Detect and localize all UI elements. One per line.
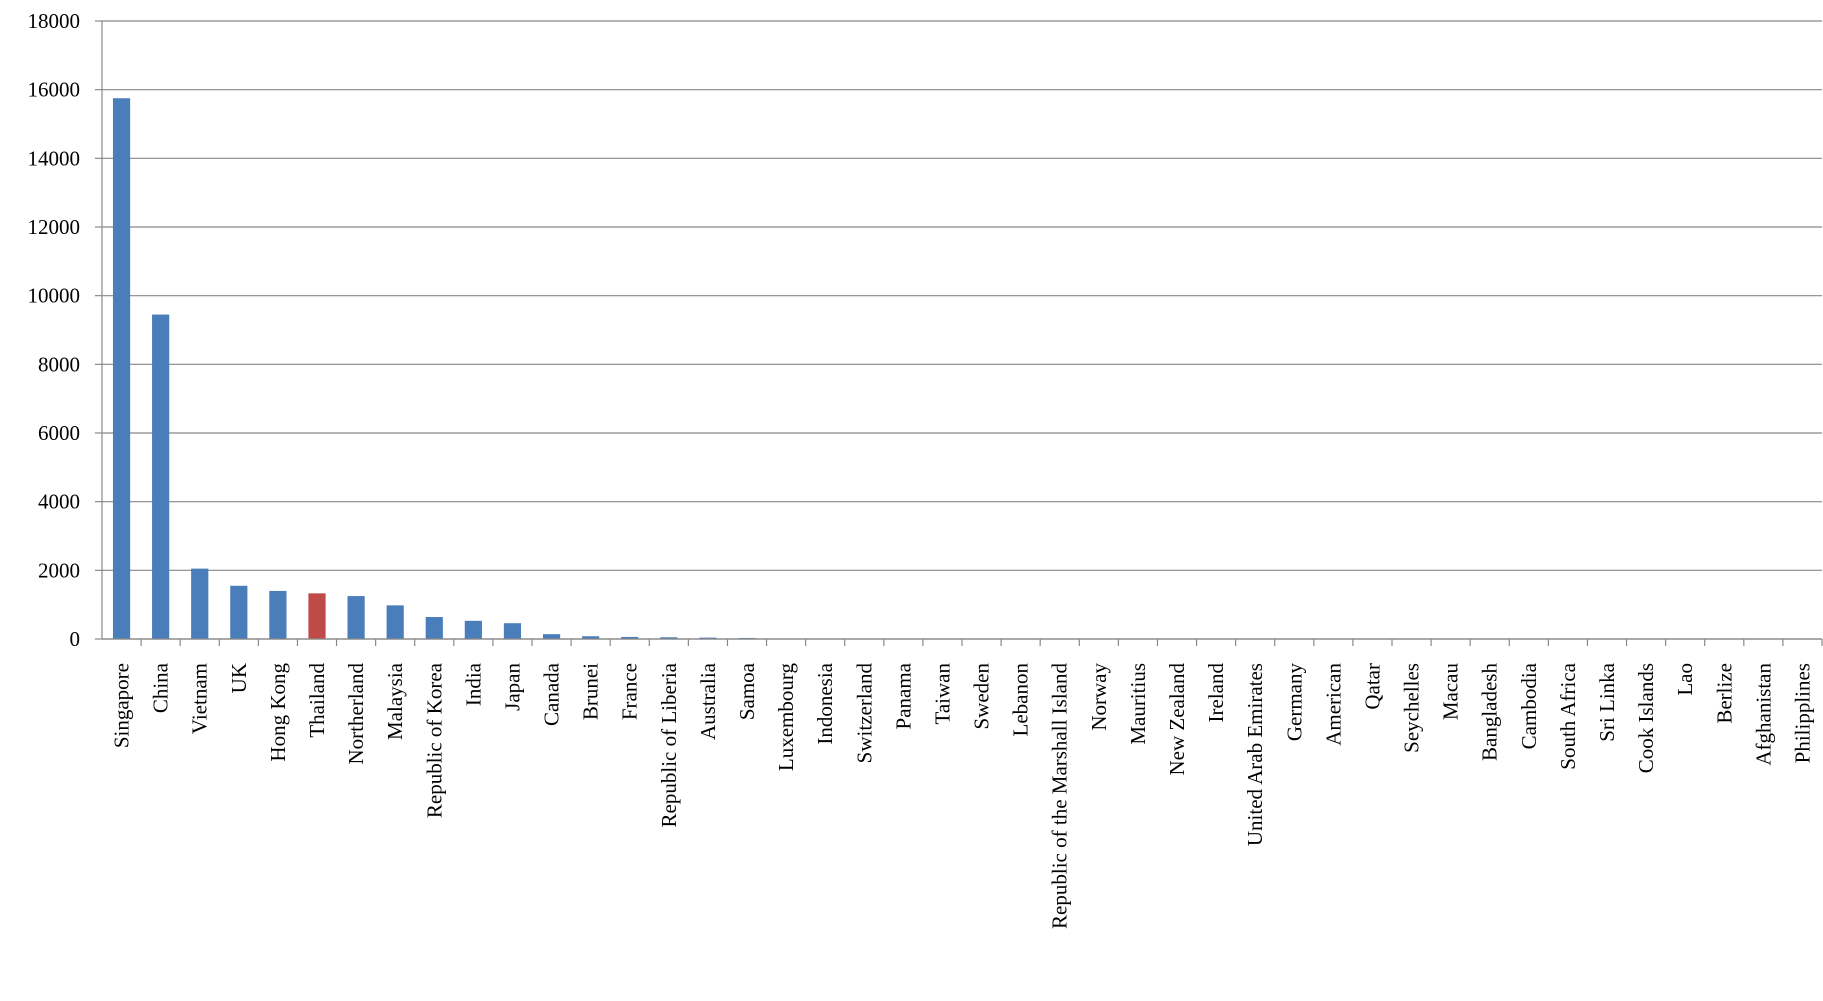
x-tick-label: Norway	[1087, 663, 1111, 731]
bar	[112, 98, 131, 639]
x-tick-label: Sweden	[970, 663, 994, 730]
x-tick-label: United Arab Emirates	[1243, 663, 1267, 846]
bar	[582, 636, 600, 639]
x-tick-label: Thailand	[305, 663, 329, 738]
x-tick-label: Malaysia	[383, 662, 407, 740]
bar	[152, 314, 170, 639]
y-tick-label: 0	[70, 627, 81, 651]
x-tick-label: Switzerland	[852, 663, 876, 764]
x-tick-label: Afghanistan	[1751, 663, 1775, 766]
bar	[269, 590, 287, 639]
x-tick-label: American	[1321, 663, 1345, 746]
x-tick-label: Cambodia	[1517, 662, 1541, 749]
x-tick-label: Samoa	[735, 662, 759, 720]
x-tick-label: Berlize	[1712, 663, 1736, 724]
x-tick-label: Panama	[891, 662, 915, 729]
bar	[542, 634, 561, 639]
x-tick-label: Republic of the Marshall Island	[1048, 663, 1072, 929]
bar	[503, 623, 522, 639]
x-tick-label: Brunei	[579, 663, 603, 720]
y-tick-label: 2000	[38, 558, 80, 582]
y-tick-label: 8000	[38, 352, 80, 376]
y-tick-label: 6000	[38, 421, 80, 445]
bar	[464, 620, 482, 639]
y-tick-label: 14000	[28, 146, 81, 170]
x-tick-label: Japan	[500, 663, 524, 711]
x-tick-label: Republic of Liberia	[657, 662, 681, 827]
x-tick-label: Republic of Korea	[422, 662, 446, 818]
x-tick-label: Mauritius	[1126, 663, 1150, 745]
bar	[621, 636, 639, 639]
x-tick-label: Hong Kong	[266, 663, 290, 762]
x-tick-label: Canada	[540, 662, 564, 726]
y-tick-label: 18000	[28, 9, 81, 33]
x-tick-label: Qatar	[1360, 663, 1384, 710]
x-tick-label: Vietnam	[188, 663, 212, 734]
x-tick-label: Cook Islands	[1634, 663, 1658, 773]
bar	[386, 605, 404, 639]
y-tick-label: 16000	[28, 78, 81, 102]
bar	[699, 637, 717, 639]
x-tick-label: Lao	[1673, 663, 1697, 696]
x-tick-label: UK	[227, 663, 251, 693]
x-tick-label: Germany	[1282, 663, 1306, 742]
bar	[308, 593, 326, 639]
x-tick-label: India	[461, 662, 485, 706]
x-tick-label: South Africa	[1556, 662, 1580, 769]
x-tick-label: Bangladesh	[1478, 663, 1502, 761]
x-tick-label: Luxembourg	[774, 663, 798, 772]
x-tick-label: Sri Linka	[1595, 662, 1619, 741]
x-tick-label: New Zealand	[1165, 663, 1189, 776]
x-tick-label: Northerland	[344, 663, 368, 765]
y-tick-label: 4000	[38, 490, 80, 514]
x-tick-label: Indonesia	[813, 662, 837, 744]
bar	[191, 568, 209, 639]
y-tick-label: 12000	[28, 215, 81, 239]
bar	[230, 585, 248, 639]
x-tick-label: Lebanon	[1009, 663, 1033, 737]
x-tick-label: Taiwan	[930, 663, 954, 725]
x-tick-label: China	[149, 662, 173, 713]
bar	[660, 637, 678, 639]
bar	[347, 596, 365, 639]
x-tick-label: Ireland	[1204, 663, 1228, 723]
y-tick-label: 10000	[28, 284, 81, 308]
x-tick-label: Seychelles	[1400, 663, 1424, 753]
x-tick-label: Philipplines	[1790, 663, 1814, 763]
x-tick-label: Macau	[1439, 663, 1463, 721]
x-tick-label: France	[618, 663, 642, 720]
x-tick-label: Singapore	[110, 663, 134, 748]
bar	[425, 617, 443, 639]
x-tick-label: Australia	[696, 662, 720, 740]
